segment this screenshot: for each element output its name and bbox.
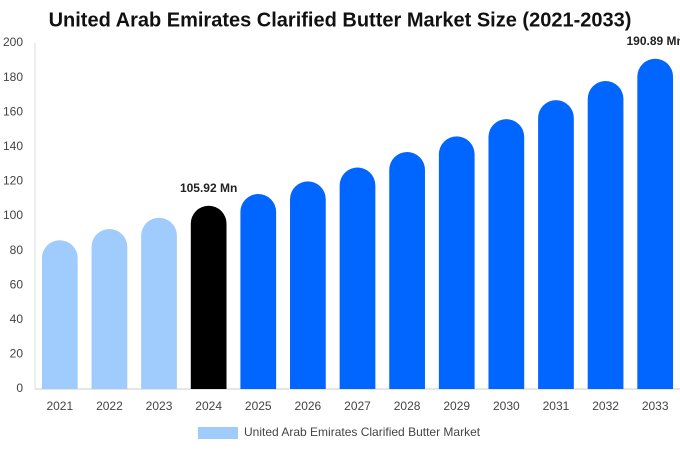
x-tick-label: 2029 [443,399,470,413]
y-tick-label: 200 [3,35,23,49]
y-tick-label: 40 [10,312,24,326]
bar [141,217,177,389]
chart-title: United Arab Emirates Clarified Butter Ma… [49,9,632,31]
bar [538,100,574,389]
x-tick-label: 2027 [344,399,371,413]
x-tick-label: 2028 [394,399,421,413]
bar [41,240,78,389]
bar [290,181,326,389]
bar [91,228,128,389]
y-tick-label: 100 [3,208,23,222]
x-tick-label: 2025 [245,399,272,413]
value-label: 190.89 Mn [627,34,680,48]
bar [637,58,674,389]
bar [438,136,475,389]
bar [587,81,624,389]
y-tick-label: 0 [16,381,23,395]
bar [190,205,227,389]
x-tick-label: 2026 [295,399,322,413]
y-tick-label: 140 [3,139,23,153]
legend-label: United Arab Emirates Clarified Butter Ma… [244,425,481,439]
y-tick-label: 60 [10,277,24,291]
x-tick-label: 2031 [543,399,570,413]
y-tick-label: 80 [10,243,24,257]
bar [339,167,376,389]
bar [389,151,425,389]
x-tick-label: 2022 [96,399,123,413]
y-tick-label: 120 [3,174,23,188]
value-label: 105.92 Mn [180,181,237,195]
y-tick-label: 160 [3,104,23,118]
x-tick-label: 2021 [46,399,73,413]
x-tick-label: 2033 [642,399,669,413]
x-tick-label: 2024 [195,399,222,413]
legend-swatch [198,427,238,439]
y-tick-label: 180 [3,70,23,84]
x-tick-label: 2030 [493,399,520,413]
bar [488,119,525,390]
bar [240,194,277,389]
x-tick-label: 2032 [592,399,619,413]
y-tick-label: 20 [10,347,24,361]
x-tick-label: 2023 [146,399,173,413]
